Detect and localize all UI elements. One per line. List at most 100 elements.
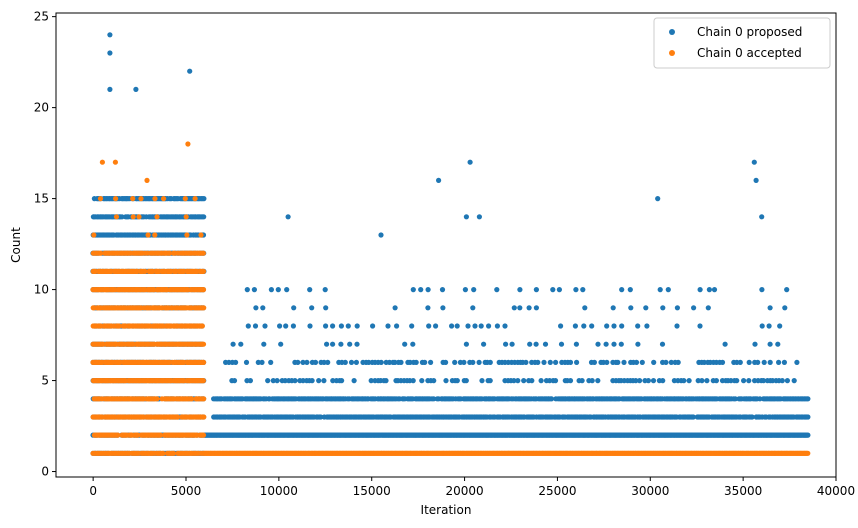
data-point bbox=[549, 396, 555, 402]
data-point bbox=[660, 305, 666, 311]
data-point bbox=[354, 341, 360, 347]
data-point bbox=[595, 341, 601, 347]
x-tick-label: 5000 bbox=[171, 484, 202, 498]
data-point bbox=[182, 196, 188, 202]
data-point bbox=[97, 196, 104, 202]
data-point bbox=[651, 359, 657, 365]
x-axis: 0 5000 10000 15000 20000 25000 30000 35000 40000 bbox=[89, 477, 855, 498]
data-point bbox=[521, 378, 527, 384]
data-point bbox=[542, 341, 549, 347]
data-point bbox=[410, 341, 416, 347]
data-point bbox=[535, 359, 541, 365]
data-point bbox=[284, 287, 290, 293]
data-point bbox=[741, 378, 747, 384]
data-point bbox=[252, 323, 259, 329]
data-point bbox=[775, 341, 781, 347]
data-point bbox=[119, 214, 125, 220]
data-point bbox=[467, 159, 473, 165]
data-point bbox=[398, 359, 404, 365]
data-point bbox=[428, 359, 434, 365]
data-point bbox=[573, 287, 579, 293]
data-point bbox=[152, 232, 158, 238]
data-point bbox=[526, 305, 532, 311]
data-point bbox=[737, 359, 743, 365]
data-point bbox=[347, 341, 353, 347]
data-point bbox=[533, 287, 540, 293]
data-point bbox=[431, 396, 437, 402]
x-tick-label: 10000 bbox=[260, 484, 298, 498]
data-point bbox=[463, 214, 469, 220]
data-point bbox=[589, 323, 595, 329]
data-point bbox=[378, 232, 384, 238]
data-point bbox=[383, 378, 389, 384]
data-point bbox=[628, 305, 634, 311]
data-point bbox=[643, 305, 649, 311]
data-point bbox=[635, 323, 641, 329]
data-point bbox=[784, 287, 790, 293]
data-point bbox=[268, 287, 274, 293]
data-point bbox=[533, 341, 539, 347]
data-point bbox=[440, 305, 446, 311]
data-point bbox=[199, 323, 205, 329]
data-point bbox=[635, 341, 641, 347]
data-point bbox=[107, 86, 113, 92]
data-point bbox=[603, 341, 609, 347]
data-point bbox=[487, 359, 493, 365]
data-point bbox=[200, 268, 207, 274]
data-point bbox=[805, 432, 811, 438]
data-point bbox=[187, 68, 193, 74]
data-point bbox=[292, 378, 298, 384]
data-point bbox=[348, 359, 355, 365]
data-point bbox=[461, 359, 467, 365]
data-point bbox=[697, 287, 703, 293]
data-point bbox=[486, 323, 492, 329]
data-point bbox=[138, 196, 144, 202]
data-point bbox=[552, 378, 559, 384]
data-point bbox=[734, 378, 740, 384]
legend-label-proposed: Chain 0 proposed bbox=[697, 25, 802, 39]
data-point bbox=[354, 323, 360, 329]
data-point bbox=[275, 287, 281, 293]
data-point bbox=[338, 341, 344, 347]
data-point bbox=[351, 378, 357, 384]
data-point bbox=[200, 432, 207, 438]
y-tick-label: 0 bbox=[41, 465, 49, 479]
data-point bbox=[776, 359, 782, 365]
data-point bbox=[767, 305, 773, 311]
data-point bbox=[392, 305, 398, 311]
data-point bbox=[154, 396, 160, 402]
data-point bbox=[262, 323, 268, 329]
data-point bbox=[581, 323, 587, 329]
data-point bbox=[277, 323, 283, 329]
data-point bbox=[261, 341, 267, 347]
data-point bbox=[322, 287, 328, 293]
data-point bbox=[784, 378, 791, 384]
data-point bbox=[316, 378, 322, 384]
data-point bbox=[752, 341, 758, 347]
data-point bbox=[200, 250, 206, 256]
data-point bbox=[443, 378, 449, 384]
data-point bbox=[619, 323, 625, 329]
x-tick-label: 0 bbox=[89, 484, 97, 498]
data-point bbox=[290, 323, 296, 329]
data-point bbox=[323, 305, 329, 311]
data-point bbox=[476, 214, 482, 220]
x-tick-label: 40000 bbox=[817, 484, 855, 498]
data-point bbox=[579, 378, 585, 384]
data-point bbox=[604, 323, 610, 329]
data-point bbox=[295, 359, 301, 365]
data-point bbox=[274, 378, 280, 384]
data-point bbox=[470, 359, 476, 365]
data-point bbox=[268, 359, 274, 365]
data-point bbox=[619, 287, 625, 293]
data-point bbox=[639, 359, 645, 365]
data-point bbox=[805, 450, 811, 456]
data-point bbox=[755, 359, 761, 365]
legend-label-accepted: Chain 0 accepted bbox=[697, 46, 802, 60]
data-point bbox=[487, 378, 493, 384]
data-point bbox=[325, 359, 331, 365]
data-point bbox=[312, 359, 319, 365]
data-point bbox=[691, 305, 697, 311]
